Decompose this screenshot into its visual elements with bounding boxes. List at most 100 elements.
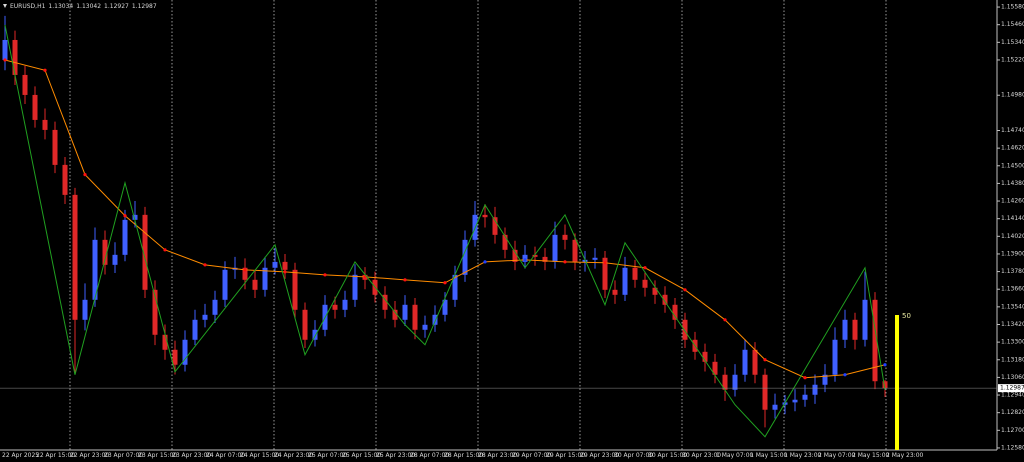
candle-body	[302, 309, 308, 340]
y-tick-label: 1.12820	[1001, 409, 1024, 416]
candle-body	[842, 319, 848, 340]
candle-body	[282, 261, 288, 270]
candle-body	[662, 294, 668, 305]
open: 1.13034	[48, 3, 73, 10]
y-tick-label: 1.13780	[1001, 268, 1024, 275]
candle-body	[822, 374, 828, 385]
x-tick-label: 29 Apr 07:00	[512, 452, 551, 459]
y-tick-label: 1.14140	[1001, 215, 1024, 222]
candle-body	[672, 304, 678, 320]
x-tick-label: 23 Apr 23:00	[172, 452, 211, 459]
candle-body	[332, 304, 338, 310]
candle-body	[742, 349, 748, 375]
y-tick-label: 1.13300	[1001, 339, 1024, 346]
ma-point	[443, 281, 447, 285]
ma-point	[403, 278, 407, 282]
x-tick-label: 28 Apr 23:00	[478, 452, 517, 459]
x-tick-label: 25 Apr 15:00	[342, 452, 381, 459]
candle-body	[462, 239, 468, 275]
ma-point	[243, 268, 247, 272]
ma-point	[43, 68, 47, 72]
current-price-box	[998, 384, 1024, 393]
x-tick-label: 2 May 23:00	[886, 452, 924, 459]
candle-body	[72, 194, 78, 320]
candle-body	[402, 304, 408, 320]
y-tick-label: 1.12940	[1001, 392, 1024, 399]
candle-body	[152, 289, 158, 335]
candle-body	[732, 374, 738, 390]
y-tick-label: 1.14740	[1001, 127, 1024, 134]
candle-body	[602, 257, 608, 290]
candle-body	[552, 234, 558, 262]
x-tick-label: 30 Apr 07:00	[614, 452, 653, 459]
x-tick-label: 23 Apr 07:00	[104, 452, 143, 459]
ma-point	[603, 261, 607, 265]
candle-body	[682, 319, 688, 340]
symbol: EURUSD,H1	[10, 3, 46, 10]
x-tick-label: 30 Apr 15:00	[648, 452, 687, 459]
candle-body	[12, 39, 18, 75]
y-tick-label: 1.13060	[1001, 374, 1024, 381]
candle-body	[42, 119, 48, 130]
candle-body	[562, 234, 568, 240]
candle-body	[772, 404, 778, 410]
candle-body	[312, 329, 318, 340]
zigzag	[4, 24, 886, 438]
x-tick-label: 2 May 15:00	[852, 452, 890, 459]
y-tick-label: 1.14260	[1001, 198, 1024, 205]
candle-body	[712, 361, 718, 375]
y-tick-label: 1.14500	[1001, 162, 1024, 169]
x-tick-label: 1 May 23:00	[784, 452, 822, 459]
candle-body	[572, 239, 578, 262]
y-tick-label: 1.13660	[1001, 286, 1024, 293]
ma-point	[803, 376, 807, 380]
ma-point	[763, 358, 767, 362]
candle-body	[132, 214, 138, 220]
candle-body	[852, 319, 858, 340]
candle-body	[342, 299, 348, 310]
candle-body	[202, 314, 208, 320]
candle-body	[412, 304, 418, 330]
candle-body	[122, 219, 128, 255]
x-tick-label: 30 Apr 23:00	[682, 452, 721, 459]
x-tick-label: 29 Apr 23:00	[580, 452, 619, 459]
x-tick-label: 29 Apr 15:00	[546, 452, 585, 459]
candle-body	[812, 384, 818, 395]
y-tick-label: 1.15580	[1001, 4, 1024, 11]
x-tick-label: 22 Apr 2025	[2, 452, 39, 459]
indicator-bar	[895, 315, 899, 450]
ma-point	[563, 260, 567, 264]
candle-body	[182, 339, 188, 365]
candle-body	[272, 261, 278, 268]
candle-body	[452, 274, 458, 300]
candle-body	[492, 217, 498, 235]
candle-body	[112, 254, 118, 265]
candle-body	[482, 214, 488, 218]
high: 1.13042	[76, 3, 101, 10]
y-tick-label: 1.14980	[1001, 92, 1024, 99]
candle-body	[642, 279, 648, 288]
candle-body	[652, 287, 658, 295]
ma-point	[523, 258, 527, 262]
y-tick-label: 1.13180	[1001, 356, 1024, 363]
x-tick-label: 22 Apr 23:00	[70, 452, 109, 459]
x-tick-label: 28 Apr 15:00	[444, 452, 483, 459]
candle-body	[512, 249, 518, 262]
candle-body	[2, 39, 8, 60]
low: 1.12927	[104, 3, 129, 10]
menu-icon	[3, 4, 7, 8]
ma-point	[203, 263, 207, 267]
ma-point	[323, 273, 327, 277]
y-tick-label: 1.13420	[1001, 321, 1024, 328]
candle-body	[162, 334, 168, 350]
y-tick-label: 1.15340	[1001, 39, 1024, 46]
x-tick-label: 24 Apr 23:00	[274, 452, 313, 459]
candle-body	[872, 299, 878, 382]
close: 1.12987	[132, 3, 157, 10]
candle-body	[862, 299, 868, 340]
ma-point	[483, 260, 487, 264]
candle-body	[752, 349, 758, 375]
